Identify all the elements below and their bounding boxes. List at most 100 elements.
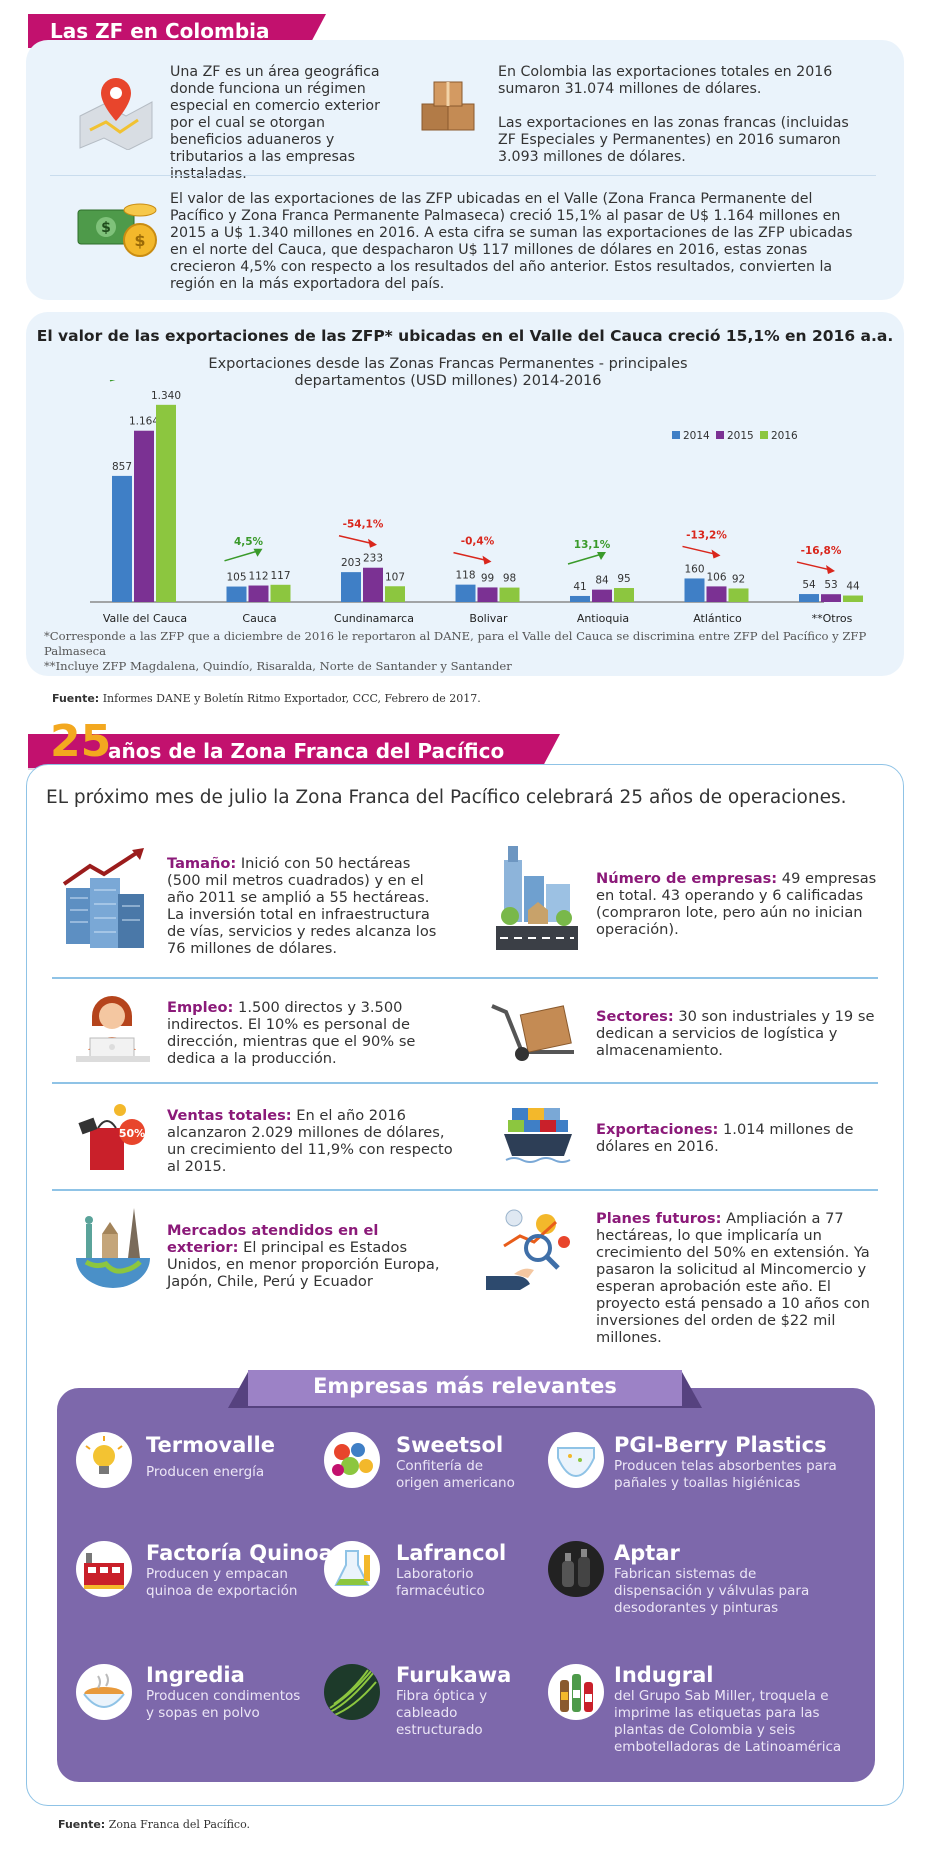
item-markets-text: El principal es Estados Unidos, en menor… bbox=[167, 1239, 440, 1290]
svg-text:$: $ bbox=[134, 231, 145, 250]
item-sectors: Sectores: 30 son industriales y 19 se de… bbox=[596, 1008, 876, 1059]
source-2-label: Fuente: bbox=[58, 1818, 106, 1831]
item-future-plans: Planes futuros: Ampliación a 77 hectárea… bbox=[596, 1210, 878, 1346]
bar-5-2014 bbox=[684, 578, 705, 602]
boxes-icon bbox=[421, 81, 475, 131]
category-label-2: Cundinamarca bbox=[334, 612, 414, 625]
legend-swatch-2015 bbox=[716, 431, 724, 439]
zf-info-panel bbox=[26, 40, 904, 300]
company-desc-furukawa: Fibra óptica y cableado estructurado bbox=[396, 1688, 488, 1738]
data-label-6-2014: 54 bbox=[802, 579, 816, 591]
category-label-3: Bolivar bbox=[469, 612, 508, 625]
divider bbox=[50, 175, 876, 176]
bar-0-2014 bbox=[112, 475, 132, 602]
growth-arrow-2 bbox=[338, 534, 374, 545]
data-label-5-2015: 106 bbox=[706, 571, 726, 583]
item-companies-text: 49 empresas en total. 43 operando y 6 ca… bbox=[596, 870, 877, 938]
company-desc-lafrancol: Laboratorio farmacéutico bbox=[396, 1566, 485, 1599]
hand-truck-icon bbox=[491, 1004, 574, 1061]
growth-label-6: -16,8% bbox=[801, 545, 842, 557]
data-label-2-2014: 203 bbox=[341, 557, 361, 569]
category-label-6: **Otros bbox=[812, 612, 853, 625]
bar-1-2014 bbox=[226, 586, 247, 602]
data-label-0-2015: 1.164 bbox=[129, 416, 159, 428]
exports-zf-text: Las exportaciones en las zonas francas (… bbox=[498, 115, 849, 165]
bar-4-2015 bbox=[592, 589, 612, 602]
growth-label-2: -54,1% bbox=[343, 519, 384, 531]
company-name-aptar: Aptar bbox=[614, 1541, 680, 1565]
growth-arrowhead-2 bbox=[368, 538, 377, 548]
data-label-2-2015: 233 bbox=[363, 553, 383, 565]
growth-arrow-1 bbox=[224, 550, 259, 562]
company-name-furukawa: Furukawa bbox=[396, 1663, 512, 1687]
company-name-termovalle: Termovalle bbox=[146, 1433, 275, 1457]
bar-5-2016 bbox=[728, 588, 749, 602]
bar-3-2015 bbox=[477, 587, 498, 602]
item-sectors-text: 30 son industriales y 19 se dedican a se… bbox=[596, 1008, 875, 1059]
factory-icon bbox=[76, 1541, 132, 1597]
chart-footnote-1: *Corresponde a las ZFP que a diciembre d… bbox=[44, 629, 867, 658]
source-2: Fuente: Zona Franca del Pacífico. bbox=[58, 1818, 250, 1831]
growth-arrow-3 bbox=[453, 551, 488, 562]
data-label-6-2015: 53 bbox=[824, 579, 837, 591]
fiber-optic-icon bbox=[324, 1664, 380, 1720]
companies-header-ribbon bbox=[228, 1370, 702, 1408]
soup-bowl-icon bbox=[76, 1664, 132, 1720]
bar-6-2014 bbox=[799, 594, 819, 602]
company-desc-ingredia: Producen condimentos y sopas en polvo bbox=[146, 1688, 301, 1721]
employee-icon bbox=[76, 996, 150, 1062]
data-label-2-2016: 107 bbox=[385, 571, 405, 583]
growth-arrowhead-4 bbox=[597, 552, 606, 561]
bar-0-2015 bbox=[134, 430, 154, 602]
data-label-6-2016: 44 bbox=[846, 581, 860, 593]
item-sectors-title: Sectores: bbox=[596, 1008, 674, 1025]
row-divider-3 bbox=[52, 1189, 878, 1191]
company-desc-aptar: Fabrican sistemas de dispensación y válv… bbox=[614, 1566, 810, 1616]
bar-4-2016 bbox=[614, 588, 634, 602]
bar-1-2016 bbox=[270, 584, 291, 602]
item-markets: Mercados atendidos en el exterior: El pr… bbox=[167, 1222, 445, 1290]
chart-title-line1: Exportaciones desde las Zonas Francas Pe… bbox=[208, 356, 688, 372]
item-employment-text: 1.500 directos y 3.500 indirectos. El 10… bbox=[167, 999, 416, 1067]
city-road-icon bbox=[496, 846, 578, 950]
bar-5-2015 bbox=[706, 586, 727, 602]
section-title-rest: años de la Zona Franca del Pacífico bbox=[108, 739, 505, 763]
data-label-0-2014: 857 bbox=[112, 461, 132, 473]
section-title-number: 25 bbox=[50, 716, 112, 767]
item-employment-title: Empleo: bbox=[167, 999, 234, 1016]
data-label-5-2016: 92 bbox=[732, 573, 745, 585]
company-desc-pgi-berry: Producen telas absorbentes para pañales … bbox=[614, 1458, 837, 1491]
source-1: Fuente: Informes DANE y Boletín Ritmo Ex… bbox=[52, 692, 481, 705]
svg-text:$: $ bbox=[101, 220, 111, 236]
money-coins-icon: $ $ bbox=[77, 203, 157, 257]
company-name-sweetsol: Sweetsol bbox=[396, 1433, 504, 1457]
data-label-5-2014: 160 bbox=[684, 563, 704, 575]
category-label-5: Atlántico bbox=[693, 612, 742, 625]
source-2-text: Zona Franca del Pacífico. bbox=[105, 1818, 251, 1831]
data-label-0-2016: 1.340 bbox=[151, 390, 181, 402]
legend-label-2016: 2016 bbox=[771, 430, 798, 442]
chart-footnote-2: **Incluye ZFP Magdalena, Quindío, Risara… bbox=[44, 659, 512, 673]
bar-2-2014 bbox=[341, 572, 361, 602]
growth-plans-icon bbox=[486, 1209, 570, 1290]
lightbulb-icon bbox=[76, 1432, 132, 1488]
growth-arrowhead-5 bbox=[711, 549, 721, 559]
bar-3-2016 bbox=[499, 587, 520, 602]
zfp-lead-text: EL próximo mes de julio la Zona Franca d… bbox=[46, 787, 847, 808]
growth-label-5: -13,2% bbox=[686, 529, 727, 541]
data-label-1-2016: 117 bbox=[270, 570, 290, 582]
row-divider-2 bbox=[52, 1082, 878, 1084]
growth-arrow-5 bbox=[682, 545, 717, 556]
candy-icon bbox=[324, 1432, 380, 1488]
company-name-pgi-berry: PGI-Berry Plastics bbox=[614, 1433, 827, 1457]
item-markets-title: Mercados atendidos en el exterior: bbox=[167, 1222, 379, 1256]
source-1-text: Informes DANE y Boletín Ritmo Exportador… bbox=[99, 692, 481, 705]
growth-label-1: 4,5% bbox=[234, 536, 264, 548]
chart-headline: El valor de las exportaciones de las ZFP… bbox=[36, 327, 894, 345]
shopping-sale-icon: 50% bbox=[78, 1104, 145, 1170]
item-exports-text: 1.014 millones de dólares en 2016. bbox=[596, 1121, 854, 1155]
bar-6-2016 bbox=[843, 595, 863, 602]
bar-2-2016 bbox=[385, 586, 405, 602]
item-future-plans-text: Ampliación a 77 hectáreas, lo que implic… bbox=[596, 1210, 870, 1346]
